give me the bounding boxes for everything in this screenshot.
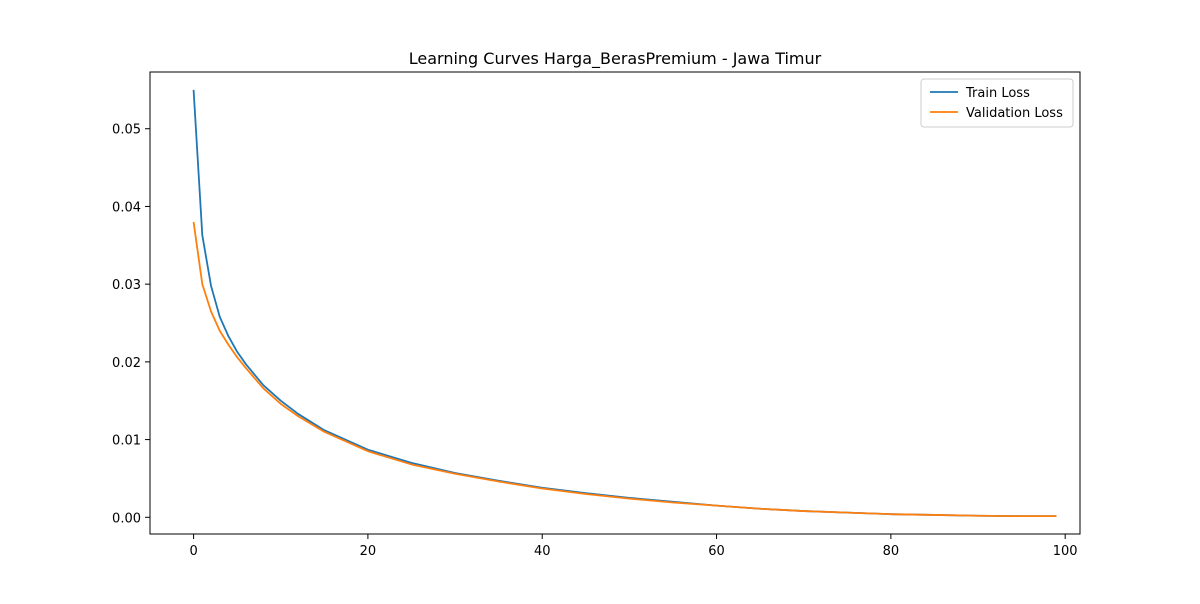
x-tick-label: 100 <box>1053 544 1078 559</box>
legend-label-validation-loss: Validation Loss <box>966 106 1063 121</box>
y-tick-label: 0.01 <box>112 434 141 449</box>
chart-title: Learning Curves Harga_BerasPremium - Jaw… <box>409 49 822 69</box>
y-tick-label: 0.02 <box>112 356 141 371</box>
y-tick-label: 0.03 <box>112 278 141 293</box>
legend-box <box>920 78 1074 128</box>
legend-label-train-loss: Train Loss <box>965 86 1030 101</box>
x-tick-label: 20 <box>360 544 377 559</box>
x-tick-label: 80 <box>883 544 900 559</box>
y-tick-label: 0.04 <box>112 200 141 215</box>
plot-area <box>149 71 1081 535</box>
y-axis: 0.00 0.01 0.02 0.03 0.04 0.05 <box>112 123 150 526</box>
y-tick-label: 0.00 <box>112 511 141 526</box>
x-tick-label: 0 <box>189 544 197 559</box>
plot-frame <box>149 71 1081 535</box>
series-line-validation-loss <box>192 221 1057 518</box>
y-tick-label: 0.05 <box>112 123 141 138</box>
series-group <box>192 89 1057 518</box>
legend: Train Loss Validation Loss <box>920 78 1074 128</box>
x-tick-label: 60 <box>708 544 725 559</box>
x-axis: 0 20 40 60 80 100 <box>189 534 1078 559</box>
x-tick-label: 40 <box>534 544 551 559</box>
